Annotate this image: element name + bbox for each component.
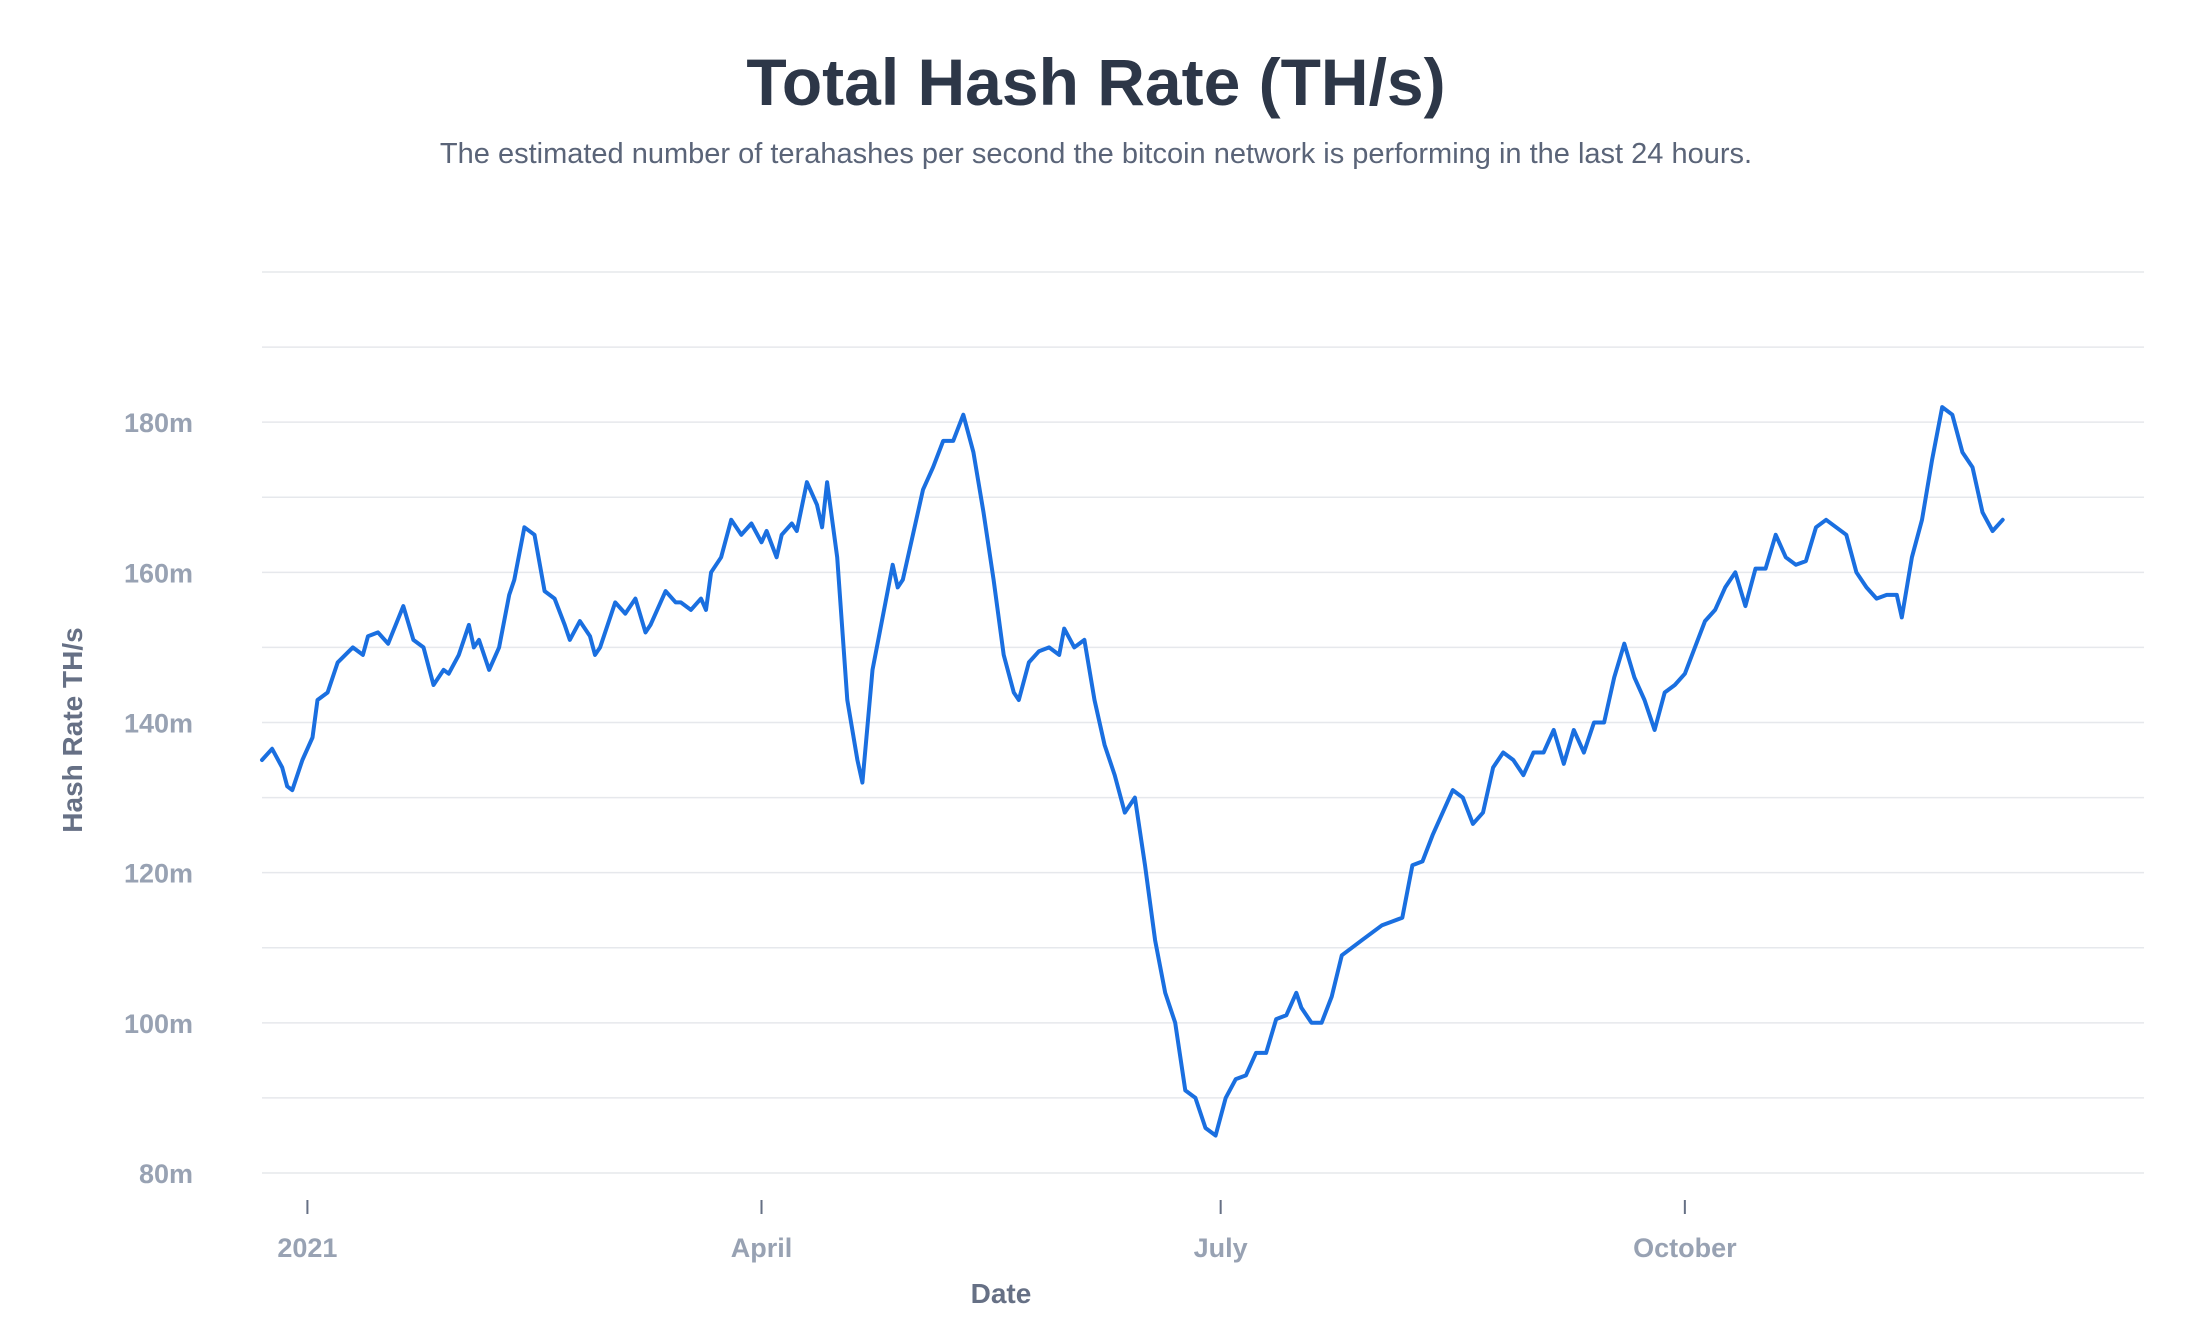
- x-tick-label: April: [731, 1233, 793, 1263]
- chart-title: Total Hash Rate (TH/s): [746, 45, 1446, 119]
- x-axis-ticks: 2021 April July October: [277, 1200, 1737, 1263]
- x-tick-label: October: [1633, 1233, 1737, 1263]
- x-tick-label: July: [1194, 1233, 1248, 1263]
- y-tick-label: 180m: [124, 408, 193, 438]
- grid-lines: [262, 271, 2144, 1174]
- y-tick-label: 100m: [124, 1009, 193, 1039]
- y-tick-label: 140m: [124, 709, 193, 739]
- chart-subtitle: The estimated number of terahashes per s…: [439, 138, 1753, 170]
- y-tick-label: 80m: [139, 1159, 193, 1189]
- y-axis-ticks: 80m 100m 120m 140m 160m 180m: [124, 408, 193, 1189]
- hash-rate-line: [260, 405, 2005, 1138]
- y-axis-label: Hash Rate TH/s: [57, 627, 88, 832]
- y-tick-label: 120m: [124, 859, 193, 889]
- y-tick-label: 160m: [124, 558, 193, 588]
- x-tick-label: 2021: [277, 1233, 337, 1263]
- x-axis-label: Date: [971, 1278, 1032, 1309]
